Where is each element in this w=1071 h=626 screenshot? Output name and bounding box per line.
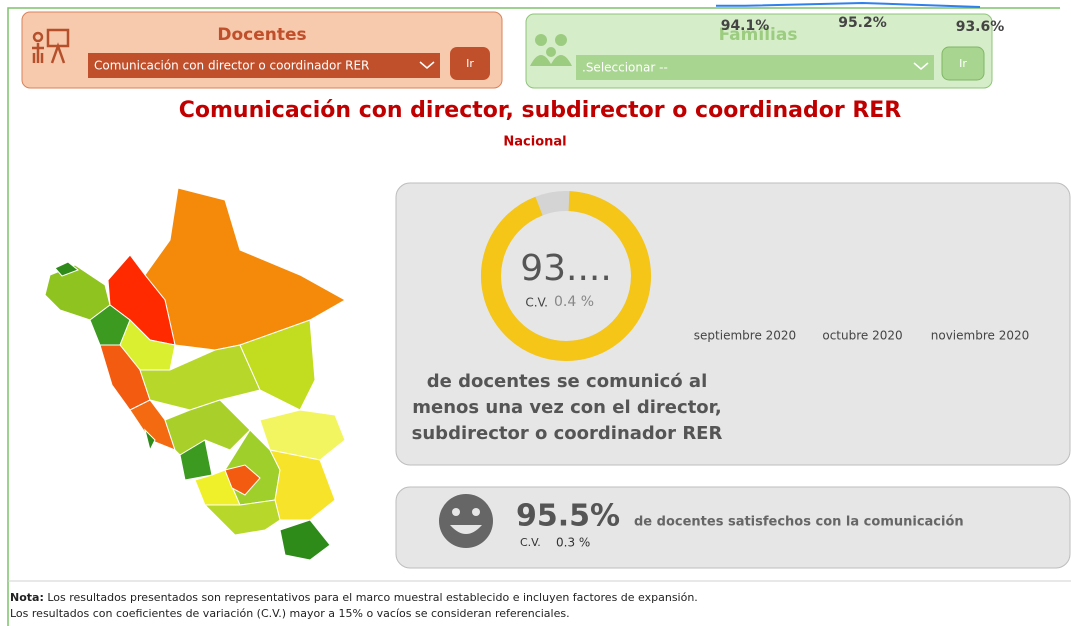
family-icon xyxy=(530,34,572,66)
docentes-selected: Comunicación con director o coordinador … xyxy=(94,59,369,73)
donut-chart xyxy=(481,191,651,361)
map xyxy=(44,187,347,561)
familias-button-label: Ir xyxy=(959,57,967,70)
familias-button[interactable] xyxy=(941,46,985,81)
data-label: 94.1% xyxy=(721,18,770,34)
data-label: 93.6% xyxy=(956,19,1005,35)
cv-label: C.V. xyxy=(525,296,548,310)
note-line: Los resultados presentados son represent… xyxy=(44,591,698,604)
docentes-button-label: Ir xyxy=(466,57,474,70)
line xyxy=(744,1,981,8)
description-line: menos una vez con el director, xyxy=(412,397,721,418)
satisfaction-value: 95.5% xyxy=(516,499,620,534)
docentes-dropdown[interactable] xyxy=(88,53,440,78)
cv-value: 0.3 % xyxy=(556,536,590,550)
satisfaction-text: de docentes satisfechos con la comunicac… xyxy=(634,515,964,530)
chevron xyxy=(913,62,929,70)
note-label: Nota: xyxy=(10,591,44,604)
donut-arc xyxy=(481,191,651,361)
note-line: Los resultados con coeficientes de varia… xyxy=(10,607,570,620)
cv-value: 0.4 % xyxy=(554,294,594,310)
main-title: Comunicación con director, subdirector o… xyxy=(179,98,902,123)
docentes-title: Docentes xyxy=(217,25,306,45)
satisfaction-card xyxy=(395,486,1071,569)
teacher-icon xyxy=(32,28,70,64)
description-line: de docentes se comunicó al xyxy=(427,371,708,392)
familias-title: Familias xyxy=(719,25,798,45)
data-label: 95.2% xyxy=(838,15,887,31)
main-card xyxy=(395,182,1071,466)
category-label: noviembre 2020 xyxy=(931,329,1029,343)
subtitle: Nacional xyxy=(503,135,566,150)
smiley-icon xyxy=(439,494,493,548)
category-label: octubre 2020 xyxy=(822,329,902,343)
cv-label: C.V. xyxy=(520,536,541,549)
familias-dropdown[interactable] xyxy=(576,55,934,80)
docentes-button[interactable] xyxy=(450,47,490,80)
donut-value: 93.... xyxy=(520,248,612,289)
frame xyxy=(7,7,1060,626)
description-line: subdirector o coordinador RER xyxy=(412,423,723,444)
chevron xyxy=(419,61,435,69)
category-label: septiembre 2020 xyxy=(694,329,796,343)
description: de docentes se comunicó al menos una vez… xyxy=(412,371,723,444)
note: Nota: Los resultados presentados son rep… xyxy=(10,591,698,604)
familias-selected: .Seleccionar -- xyxy=(582,61,668,75)
line-chart: 94.1% septiembre 2020 95.2% octubre 2020 93.… xyxy=(694,1,1029,343)
